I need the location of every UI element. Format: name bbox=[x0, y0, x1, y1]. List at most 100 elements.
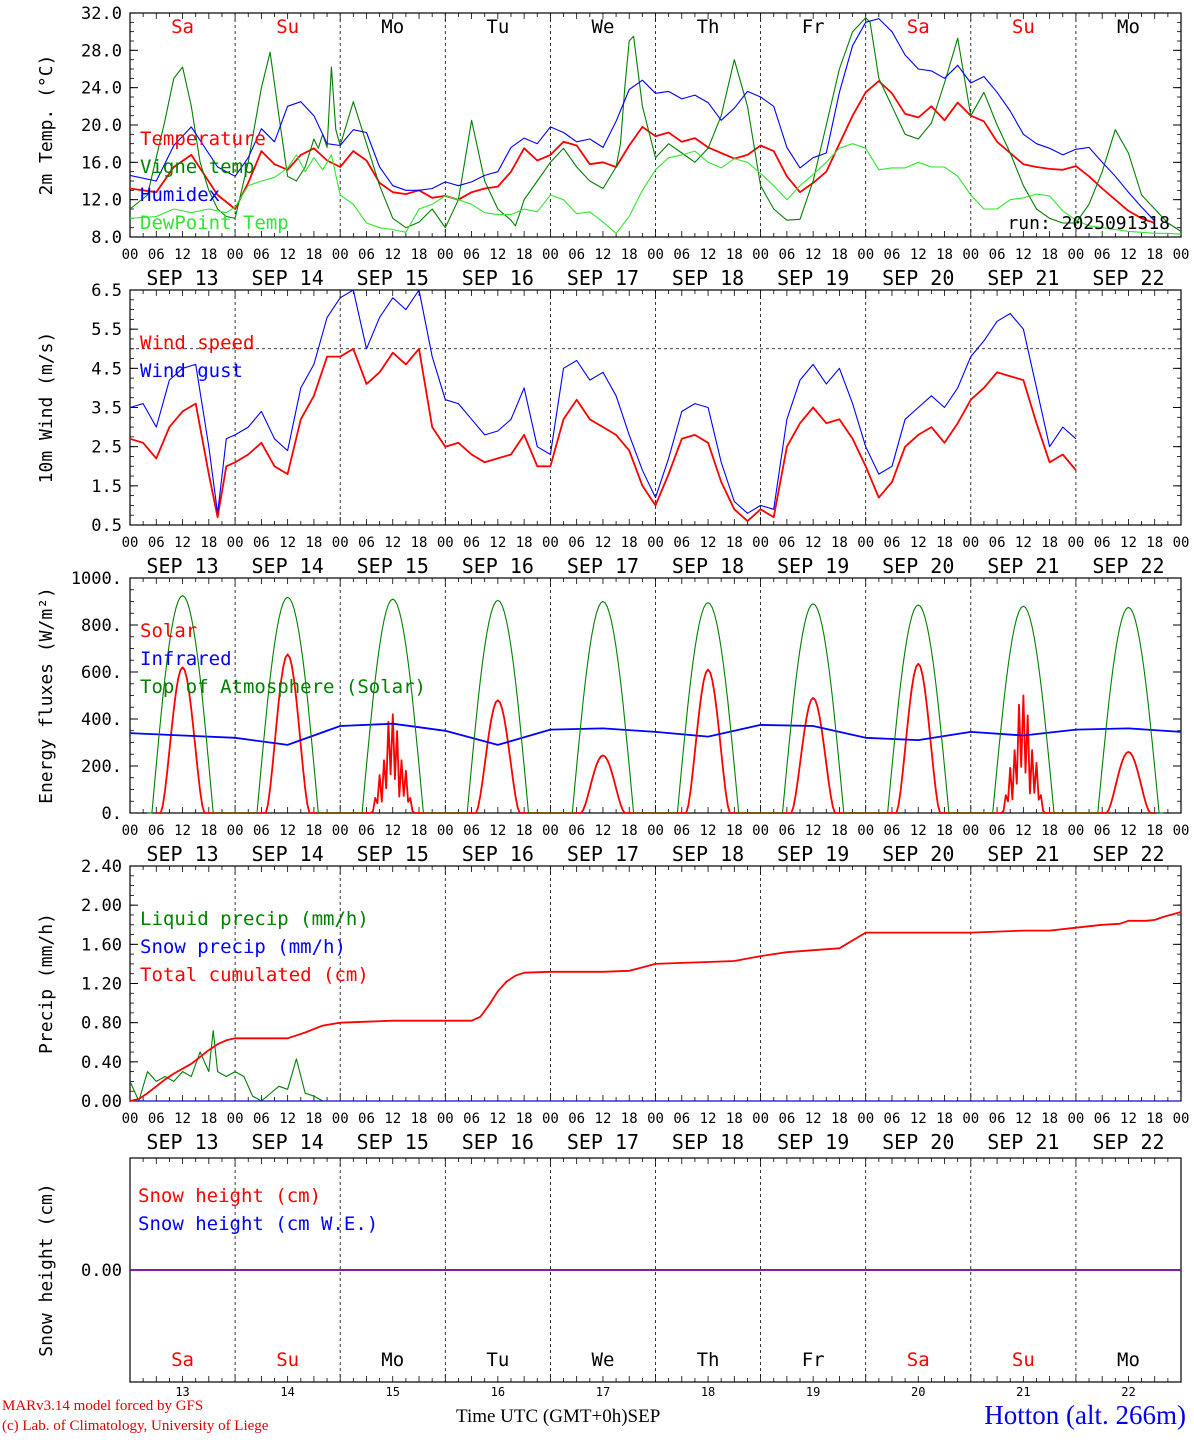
hour-tick-label: 00 bbox=[752, 247, 769, 263]
hour-tick-label: 06 bbox=[884, 823, 901, 839]
date-label: SEP 16 bbox=[462, 266, 534, 290]
date-label: SEP 14 bbox=[252, 554, 324, 578]
hour-tick-label: 06 bbox=[568, 247, 585, 263]
hour-tick-label: 00 bbox=[647, 247, 664, 263]
legend-entry: Snow height (cm W.E.) bbox=[138, 1213, 378, 1235]
y-axis-label: 10m Wind (m/s) bbox=[36, 332, 57, 484]
hour-tick-label: 18 bbox=[831, 247, 848, 263]
date-label: SEP 14 bbox=[252, 842, 324, 866]
hour-tick-label: 06 bbox=[778, 535, 795, 551]
hour-tick-label: 00 bbox=[962, 247, 979, 263]
hour-tick-label: 06 bbox=[1094, 247, 1111, 263]
hour-tick-label: 00 bbox=[332, 247, 349, 263]
day-name-label: We bbox=[592, 1349, 615, 1371]
hour-tick-label: 00 bbox=[332, 823, 349, 839]
legend-entry: Snow height (cm) bbox=[138, 1185, 321, 1207]
legend-entry: DewPoint Temp bbox=[140, 212, 289, 234]
y-tick-label: 3.5 bbox=[91, 399, 122, 419]
date-label: SEP 21 bbox=[987, 554, 1059, 578]
day-name-label: Sa bbox=[171, 16, 194, 38]
day-name-label: We bbox=[592, 16, 615, 38]
hour-tick-label: 00 bbox=[1173, 247, 1190, 263]
series-line-total-cumulated-cm- bbox=[129, 911, 1182, 1102]
day-number-label: 14 bbox=[280, 1385, 294, 1399]
day-name-label: Su bbox=[276, 16, 299, 38]
hour-tick-label: 12 bbox=[489, 823, 506, 839]
hour-tick-label: 06 bbox=[358, 535, 375, 551]
hour-tick-label: 00 bbox=[542, 823, 559, 839]
y-tick-label: 2.40 bbox=[81, 857, 122, 877]
day-number-label: 20 bbox=[911, 1385, 925, 1399]
hour-tick-label: 00 bbox=[647, 1111, 664, 1127]
run-label: run: 2025091318 bbox=[1007, 213, 1170, 234]
hour-tick-label: 00 bbox=[752, 823, 769, 839]
hour-tick-label: 18 bbox=[200, 823, 217, 839]
y-tick-label: 2.5 bbox=[91, 438, 122, 458]
hour-tick-label: 18 bbox=[831, 535, 848, 551]
series-line-vigne-temp bbox=[129, 17, 1182, 232]
hour-tick-label: 00 bbox=[752, 1111, 769, 1127]
month-label: SEP bbox=[627, 1406, 661, 1427]
hour-tick-label: 12 bbox=[910, 1111, 927, 1127]
hour-tick-label: 00 bbox=[752, 535, 769, 551]
hour-tick-label: 00 bbox=[857, 535, 874, 551]
y-tick-label: 6.5 bbox=[91, 281, 122, 301]
hour-tick-label: 06 bbox=[1094, 823, 1111, 839]
hour-tick-label: 06 bbox=[1094, 535, 1111, 551]
date-label: SEP 20 bbox=[882, 554, 954, 578]
day-number-label: 16 bbox=[491, 1385, 505, 1399]
date-label: SEP 21 bbox=[987, 842, 1059, 866]
hour-tick-label: 18 bbox=[305, 247, 322, 263]
legend-entry: Top of Atmosphere (Solar) bbox=[140, 676, 426, 698]
y-axis-label: Energy fluxes (W/m²) bbox=[36, 587, 57, 804]
date-label: SEP 13 bbox=[146, 554, 218, 578]
hour-tick-label: 18 bbox=[831, 1111, 848, 1127]
hour-tick-label: 12 bbox=[1120, 247, 1137, 263]
legend-entry: Snow precip (mm/h) bbox=[140, 936, 346, 958]
hour-tick-label: 06 bbox=[673, 1111, 690, 1127]
day-name-label: Su bbox=[276, 1349, 299, 1371]
hour-tick-label: 12 bbox=[279, 535, 296, 551]
hour-tick-label: 00 bbox=[437, 247, 454, 263]
hour-tick-label: 00 bbox=[122, 535, 139, 551]
y-tick-label: 600. bbox=[81, 663, 122, 683]
time-axis-text: Time UTC (GMT+0h) bbox=[456, 1406, 628, 1427]
hour-tick-label: 12 bbox=[1120, 823, 1137, 839]
hour-tick-label: 06 bbox=[989, 247, 1006, 263]
hour-tick-label: 06 bbox=[989, 823, 1006, 839]
y-tick-label: 0.5 bbox=[91, 516, 122, 536]
hour-tick-label: 18 bbox=[305, 823, 322, 839]
date-label: SEP 19 bbox=[777, 842, 849, 866]
y-tick-label: 24.0 bbox=[81, 79, 122, 99]
hour-tick-label: 18 bbox=[411, 247, 428, 263]
hour-tick-label: 12 bbox=[174, 823, 191, 839]
y-tick-label: 20.0 bbox=[81, 116, 122, 136]
hour-tick-label: 00 bbox=[122, 247, 139, 263]
panel-temp: 8.0 12.0 16.0 20.0 24.0 28.0 32.0 2m Temp. (°C)… bbox=[36, 4, 1189, 290]
date-label: SEP 18 bbox=[672, 1130, 744, 1154]
date-label: SEP 17 bbox=[567, 266, 639, 290]
date-label: SEP 21 bbox=[987, 1130, 1059, 1154]
hour-tick-label: 06 bbox=[1094, 1111, 1111, 1127]
date-label: SEP 18 bbox=[672, 266, 744, 290]
hour-tick-label: 06 bbox=[989, 1111, 1006, 1127]
series-line-wind-gust bbox=[129, 289, 1077, 514]
hour-tick-label: 00 bbox=[122, 1111, 139, 1127]
hour-tick-label: 12 bbox=[1015, 247, 1032, 263]
hour-tick-label: 12 bbox=[279, 247, 296, 263]
hour-tick-label: 00 bbox=[227, 823, 244, 839]
legend-entry: Solar bbox=[140, 620, 197, 642]
hour-tick-label: 12 bbox=[910, 823, 927, 839]
hour-tick-label: 12 bbox=[1120, 535, 1137, 551]
hour-tick-label: 12 bbox=[805, 823, 822, 839]
legend-entry: Vigne temp bbox=[140, 156, 254, 178]
y-tick-label: 0.00 bbox=[81, 1261, 122, 1281]
hour-tick-label: 06 bbox=[884, 535, 901, 551]
y-tick-label: 0.80 bbox=[81, 1014, 122, 1034]
hour-tick-label: 18 bbox=[1041, 823, 1058, 839]
day-name-label: Tu bbox=[486, 1349, 509, 1371]
hour-tick-label: 00 bbox=[647, 823, 664, 839]
hour-tick-label: 12 bbox=[910, 247, 927, 263]
hour-tick-label: 12 bbox=[1015, 823, 1032, 839]
